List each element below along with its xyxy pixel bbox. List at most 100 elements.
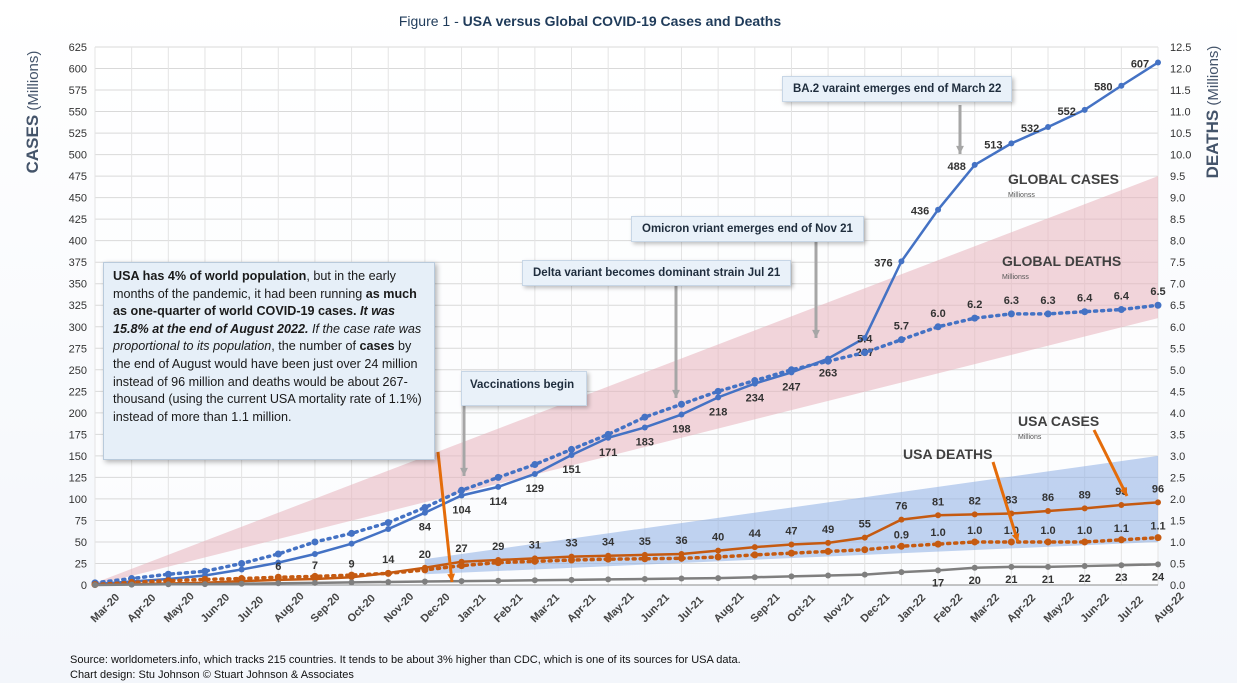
data-label-0: 488 [948, 161, 966, 173]
data-point-4 [311, 579, 318, 586]
data-label-4: 23 [1115, 572, 1127, 584]
x-tick-label: Mar-20 [89, 592, 123, 626]
series-line-0 [93, 61, 1160, 586]
data-point-1 [1007, 310, 1015, 318]
x-tick-label: Jul-20 [235, 594, 266, 625]
data-point-0 [568, 452, 575, 459]
data-point-0 [275, 559, 282, 566]
data-point-2 [1155, 499, 1161, 506]
left-tick-label: 125 [69, 472, 87, 484]
data-point-2 [971, 511, 978, 518]
data-point-1 [201, 567, 209, 575]
data-point-1 [897, 336, 905, 344]
data-point-0 [1081, 106, 1088, 113]
data-point-1 [311, 538, 319, 546]
data-point-1 [1117, 306, 1125, 314]
data-point-4 [1008, 563, 1015, 570]
right-tick-label: 0.5 [1170, 558, 1185, 570]
data-label-2: 47 [785, 526, 797, 538]
data-label-3: 1.0 [1077, 525, 1092, 537]
data-label-2: 83 [1005, 495, 1017, 507]
chart-title-main: USA versus Global COVID-19 Cases and Dea… [462, 13, 782, 29]
right-tick-label: 2.0 [1170, 494, 1185, 506]
legend-global-cases: GLOBAL CASES [1008, 171, 1119, 187]
data-point-3 [714, 553, 722, 561]
right-tick-label: 12.0 [1170, 64, 1191, 76]
left-tick-label: 0 [81, 580, 87, 592]
data-point-1 [274, 550, 282, 558]
data-label-1: 6.4 [1114, 291, 1130, 303]
x-tick-label: Aug-22 [1152, 590, 1187, 625]
arrow-usa-deaths-head [1011, 533, 1020, 542]
data-label-1: 6.5 [1150, 286, 1165, 298]
left-tick-label: 200 [69, 408, 87, 420]
annotation-note: USA has 4% of world population, but in t… [103, 262, 435, 460]
right-axis-title-unit: (Millions) [1205, 45, 1222, 110]
right-tick-label: 5.0 [1170, 365, 1185, 377]
data-point-1 [641, 413, 649, 421]
data-point-4 [1118, 562, 1125, 569]
x-tick-label: Nov-21 [822, 591, 856, 625]
footer-source: Source: worldometers.info, which tracks … [70, 654, 741, 666]
data-label-1: 6.4 [1077, 293, 1093, 305]
data-point-0 [348, 540, 355, 547]
data-point-0 [935, 206, 942, 213]
data-label-3: 0.9 [894, 529, 909, 541]
left-tick-label: 50 [75, 537, 87, 549]
x-tick-label: Dec-21 [858, 591, 892, 625]
data-point-4 [678, 575, 685, 582]
data-point-4 [788, 573, 795, 580]
left-tick-label: 525 [69, 128, 87, 140]
x-tick-label: Apr-20 [125, 592, 158, 625]
legend-usa-cases: USA CASES [1018, 413, 1099, 429]
x-tick-label: Apr-22 [1005, 592, 1038, 625]
data-label-2: 40 [712, 532, 724, 544]
data-label-2: 35 [639, 536, 651, 548]
data-point-4 [385, 578, 392, 585]
left-tick-label: 575 [69, 85, 87, 97]
data-point-2 [1081, 505, 1088, 512]
data-label-0: 513 [984, 139, 1002, 151]
data-point-0 [531, 470, 538, 477]
left-tick-label: 250 [69, 365, 87, 377]
left-tick-label: 500 [69, 150, 87, 162]
data-point-0 [715, 394, 722, 401]
data-point-2 [825, 539, 832, 546]
footer: Source: worldometers.info, which tracks … [70, 653, 741, 683]
data-point-1 [1154, 301, 1162, 309]
data-label-4: 22 [1079, 573, 1091, 585]
data-point-2 [935, 512, 942, 519]
arrow-delta-head [672, 389, 680, 398]
data-point-0 [678, 411, 685, 418]
data-point-4 [898, 569, 905, 576]
data-point-3 [348, 571, 356, 579]
data-point-1 [824, 357, 832, 365]
data-point-2 [1045, 507, 1052, 514]
data-point-1 [164, 570, 172, 578]
legend-global-cases-unit: Millionss [1008, 192, 1035, 199]
data-point-3 [238, 575, 246, 583]
data-point-1 [568, 445, 576, 453]
data-label-2: 81 [932, 496, 944, 508]
data-label-1: 6.2 [967, 299, 982, 311]
data-point-4 [348, 579, 355, 586]
data-label-3: 1.0 [930, 527, 945, 539]
left-tick-label: 600 [69, 64, 87, 76]
x-tick-label: Aug-21 [712, 590, 747, 625]
data-point-3 [897, 542, 905, 550]
data-label-2: 36 [675, 535, 687, 547]
arrow-omicron-head [812, 329, 820, 338]
x-tick-label: Aug-20 [272, 590, 307, 625]
data-label-3: 1.1 [1114, 523, 1129, 535]
data-label-3: 1.1 [1150, 521, 1165, 533]
left-tick-label: 625 [69, 42, 87, 54]
data-label-2: 31 [529, 539, 541, 551]
series-line-3 [93, 535, 1160, 587]
data-point-0 [971, 161, 978, 168]
data-label-2: 49 [822, 524, 834, 536]
data-point-3 [311, 572, 319, 580]
data-point-4 [1081, 563, 1088, 570]
note-part-9: (using the current USA mortality rate of… [168, 392, 422, 407]
